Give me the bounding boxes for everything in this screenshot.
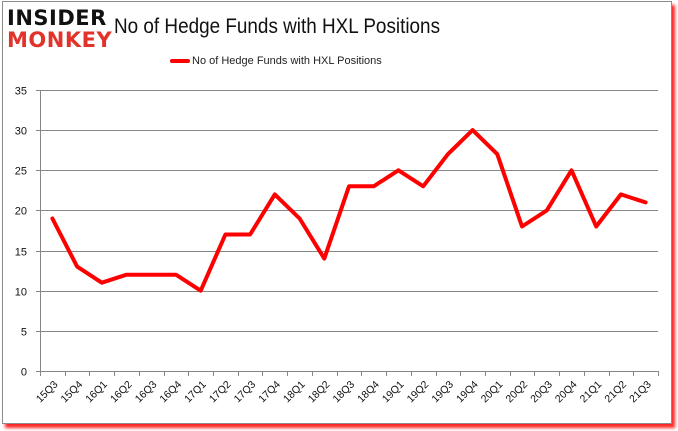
- x-tick-label: 19Q1: [380, 379, 407, 406]
- x-tick-label: 18Q2: [306, 379, 333, 406]
- x-tick-label: 17Q1: [182, 379, 209, 406]
- x-tick-label: 16Q1: [83, 379, 110, 406]
- chart-frame: [2, 1, 672, 424]
- chart-legend: No of Hedge Funds with HXL Positions: [170, 55, 382, 67]
- x-tick-label: 21Q1: [578, 379, 605, 406]
- x-tick-label: 17Q2: [207, 379, 234, 406]
- y-tick-label: 15: [15, 247, 27, 259]
- y-axis-tick-labels: 0 5 10 15 20 25 30 35: [15, 86, 27, 379]
- x-tick-label: 21Q3: [627, 379, 654, 406]
- legend-line-swatch-icon: [170, 59, 190, 63]
- x-tick-label: 17Q3: [232, 379, 259, 406]
- insider-monkey-logo: INSIDER MONKEY: [7, 8, 112, 51]
- x-axis-tick-labels: 15Q315Q416Q116Q216Q316Q417Q117Q217Q317Q4…: [34, 379, 654, 406]
- y-tick-label: 25: [15, 166, 27, 178]
- logo-text-top: INSIDER: [7, 6, 107, 30]
- y-tick-label: 10: [15, 287, 27, 299]
- gridlines: [40, 90, 658, 332]
- x-tick-label: 21Q2: [602, 379, 629, 406]
- x-tick-label: 16Q3: [133, 379, 160, 406]
- y-tick-label: 35: [15, 86, 27, 98]
- x-tick-label: 20Q2: [504, 379, 531, 406]
- logo-text-bottom: MONKEY: [7, 28, 113, 52]
- y-tick-label: 0: [21, 367, 27, 379]
- series-line: [50, 128, 648, 293]
- x-tick-label: 16Q4: [157, 379, 184, 406]
- x-tick-label: 18Q1: [281, 379, 308, 406]
- axes: [36, 90, 659, 376]
- x-tick-label: 16Q2: [108, 379, 135, 406]
- legend-label: No of Hedge Funds with HXL Positions: [192, 55, 382, 67]
- x-tick-label: 15Q4: [59, 379, 86, 406]
- y-tick-label: 20: [15, 206, 27, 218]
- x-tick-label: 17Q4: [256, 379, 283, 406]
- x-tick-label: 15Q3: [34, 379, 61, 406]
- y-tick-label: 30: [15, 126, 27, 138]
- chart-title: No of Hedge Funds with HXL Positions: [114, 15, 441, 38]
- x-tick-label: 18Q4: [355, 379, 382, 406]
- x-tick-label: 18Q3: [330, 379, 357, 406]
- x-tick-label: 20Q4: [553, 379, 580, 406]
- y-tick-label: 5: [21, 327, 27, 339]
- x-tick-label: 20Q3: [528, 379, 555, 406]
- x-tick-label: 19Q3: [429, 379, 456, 406]
- x-tick-label: 20Q1: [479, 379, 506, 406]
- x-tick-label: 19Q2: [405, 379, 432, 406]
- x-tick-label: 19Q4: [454, 379, 481, 406]
